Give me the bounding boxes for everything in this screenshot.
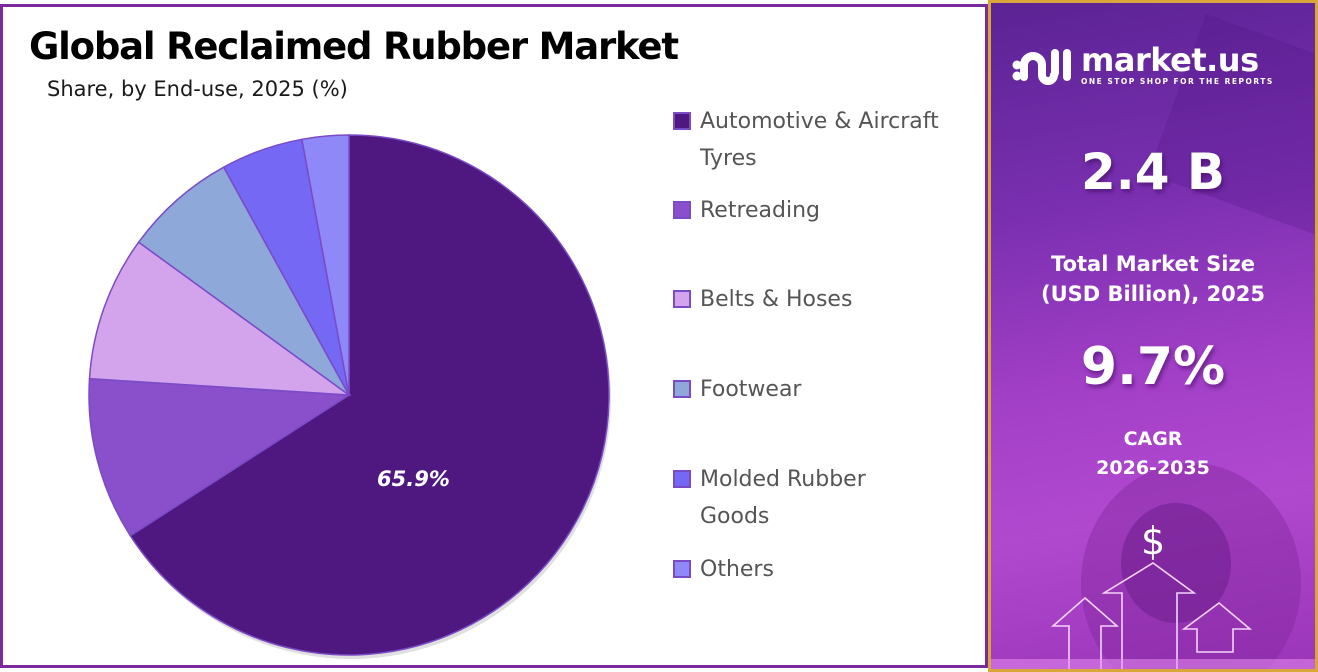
cagr-value: 9.7% — [1080, 337, 1226, 397]
legend-item-footwear: Footwear — [673, 371, 980, 408]
legend-label: Footwear — [700, 377, 802, 402]
legend-label: Automotive & Aircraft — [700, 109, 939, 134]
legend-item-molded-rubber: Molded Rubber Goods — [673, 461, 980, 535]
pie-slice — [137, 166, 350, 396]
legend-swatch-icon — [673, 290, 691, 308]
summary-panel: market.us ONE STOP SHOP FOR THE REPORTS … — [988, 0, 1318, 672]
legend-swatch-icon — [673, 560, 691, 578]
background-cup-inner — [1121, 503, 1231, 623]
bottom-strip — [991, 659, 1315, 669]
legend-label-cont: Tyres — [700, 146, 757, 171]
pie-slice — [301, 134, 350, 396]
chart-panel: Global Reclaimed Rubber Market Share, by… — [0, 4, 988, 668]
legend-swatch-icon — [673, 380, 691, 398]
pie-slice — [88, 241, 352, 396]
market-size-caption: Total Market Size (USD Billion), 2025 — [1040, 252, 1266, 306]
brand-tagline: ONE STOP SHOP FOR THE REPORTS — [1081, 76, 1274, 86]
legend-item-retreading: Retreading — [673, 192, 980, 229]
legend-label: Belts & Hoses — [700, 287, 853, 312]
market-us-logo-icon — [1012, 49, 1071, 85]
legend-label: Molded Rubber — [700, 467, 866, 492]
legend-swatch-icon — [673, 201, 691, 219]
legend-label: Others — [700, 557, 774, 582]
cagr-caption: CAGR 2026-2035 — [1096, 428, 1210, 479]
chart-subtitle: Share, by End-use, 2025 (%) — [47, 77, 348, 101]
legend-swatch-icon — [673, 470, 691, 488]
legend-label-cont: Goods — [700, 504, 770, 529]
legend-swatch-icon — [673, 112, 691, 130]
pie-chart — [79, 121, 623, 665]
legend-item-belts-hoses: Belts & Hoses — [673, 281, 980, 318]
legend-item-others: Others — [673, 551, 980, 588]
brand-logo: market.us ONE STOP SHOP FOR THE REPORTS — [1011, 43, 1274, 87]
chart-title: Global Reclaimed Rubber Market — [29, 25, 679, 68]
legend-item-automotive: Automotive & Aircraft Tyres — [673, 103, 980, 177]
brand-name: market.us — [1081, 40, 1259, 79]
market-size-value: 2.4 B — [1080, 143, 1226, 201]
pie-data-label: 65.9% — [377, 467, 450, 491]
legend-label: Retreading — [700, 198, 821, 223]
dollar-icon: $ — [1141, 519, 1166, 563]
pie-slice — [129, 134, 610, 656]
pie-slice — [88, 377, 352, 537]
pie-svg — [88, 134, 611, 659]
